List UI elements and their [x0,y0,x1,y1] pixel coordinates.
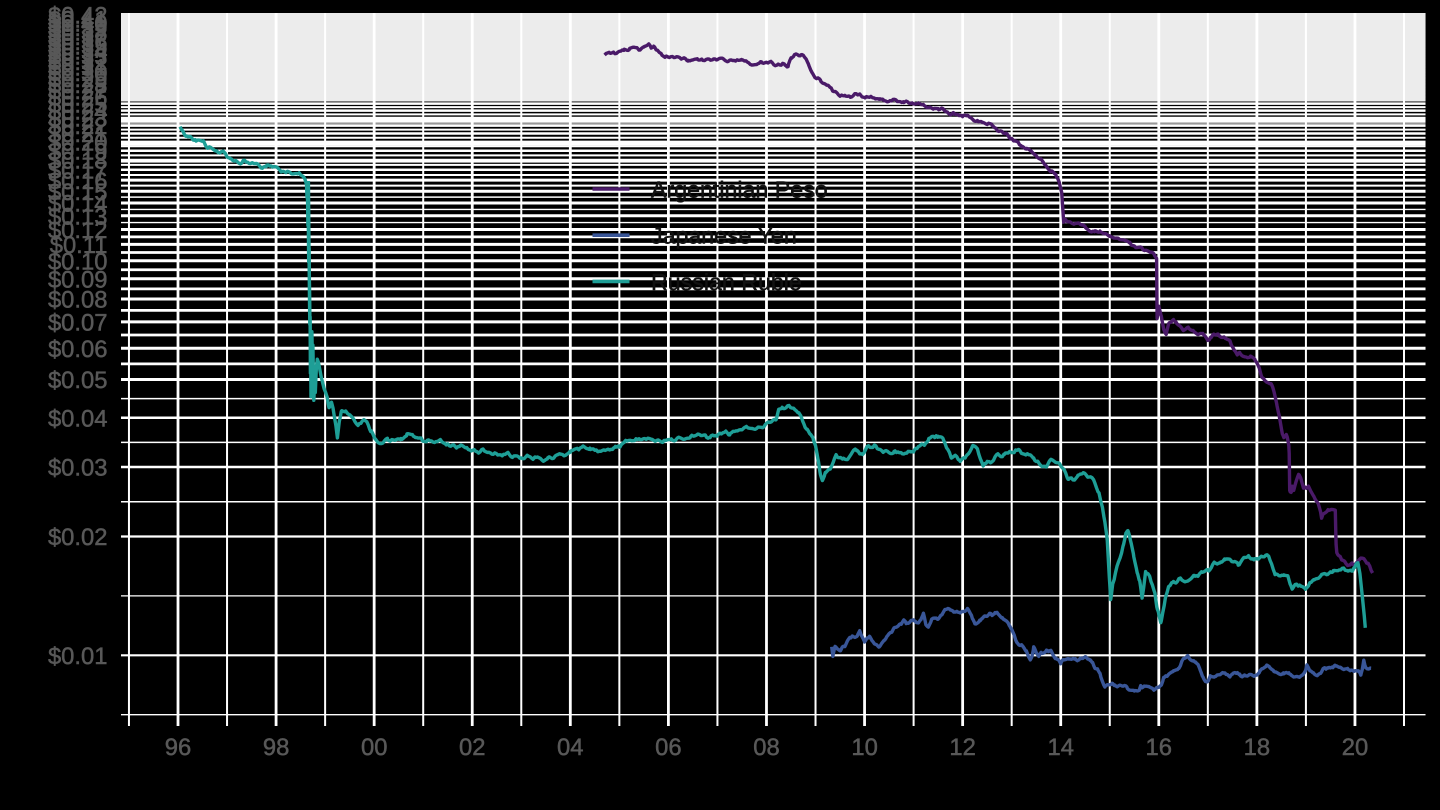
svg-text:$0.33: $0.33 [48,44,108,71]
svg-text:16: 16 [1146,734,1172,761]
svg-text:$0.31: $0.31 [48,54,108,81]
svg-text:$0.07: $0.07 [48,309,108,336]
svg-text:$0.18: $0.18 [48,148,108,175]
svg-text:$0.28: $0.28 [48,72,108,99]
svg-text:$0.04: $0.04 [48,405,108,432]
svg-text:12: 12 [949,734,975,761]
svg-text:$0.14: $0.14 [48,191,108,218]
svg-text:06: 06 [655,734,681,761]
svg-text:02: 02 [459,734,485,761]
svg-text:Russian Ruble: Russian Ruble [651,269,802,295]
svg-text:$0.16: $0.16 [48,168,108,195]
svg-text:$0.22: $0.22 [48,113,108,140]
svg-text:$0.03: $0.03 [48,455,108,482]
svg-text:$0.08: $0.08 [48,286,108,313]
svg-text:$0.25: $0.25 [48,91,108,118]
svg-text:$0.10: $0.10 [48,248,108,275]
svg-text:$0.41: $0.41 [48,6,108,33]
svg-text:$0.05: $0.05 [48,367,108,394]
svg-text:$0.15: $0.15 [48,179,108,206]
svg-text:$0.37: $0.37 [48,24,108,51]
svg-text:$0.20: $0.20 [48,129,108,156]
svg-text:$0.12: $0.12 [48,217,108,244]
svg-text:$0.40: $0.40 [48,11,108,38]
svg-text:$0.42: $0.42 [48,2,108,29]
svg-text:$0.13: $0.13 [48,203,108,230]
svg-text:$0.02: $0.02 [48,524,108,551]
svg-text:04: 04 [557,734,583,761]
svg-text:20: 20 [1342,734,1368,761]
svg-text:Japanese Yen: Japanese Yen [651,223,797,249]
svg-text:14: 14 [1047,734,1073,761]
svg-text:$0.06: $0.06 [48,336,108,363]
svg-text:$0.29: $0.29 [48,66,108,93]
svg-text:$0.39: $0.39 [48,15,108,42]
svg-text:$0.34: $0.34 [48,39,108,66]
svg-text:$0.27: $0.27 [48,78,108,105]
svg-text:$0.36: $0.36 [48,29,108,56]
svg-text:$0.38: $0.38 [48,19,108,46]
svg-text:$0.32: $0.32 [48,49,108,76]
svg-text:$0.23: $0.23 [48,106,108,133]
svg-text:98: 98 [263,734,289,761]
svg-text:00: 00 [361,734,387,761]
svg-text:$0.09: $0.09 [48,266,108,293]
svg-text:$0.11: $0.11 [50,232,108,259]
svg-text:$0.01: $0.01 [48,643,108,670]
svg-text:96: 96 [165,734,191,761]
svg-text:$0.19: $0.19 [48,138,108,165]
svg-text:$0.26: $0.26 [48,85,108,112]
svg-text:08: 08 [753,734,779,761]
svg-text:$0.17: $0.17 [48,157,108,184]
svg-text:10: 10 [851,734,877,761]
svg-text:$0.30: $0.30 [48,60,108,87]
svg-text:$0.35: $0.35 [48,34,108,61]
svg-text:$0.21: $0.21 [48,121,108,148]
svg-text:18: 18 [1244,734,1270,761]
svg-text:Argentinian Peso: Argentinian Peso [651,176,828,202]
svg-text:$0.24: $0.24 [48,98,108,125]
